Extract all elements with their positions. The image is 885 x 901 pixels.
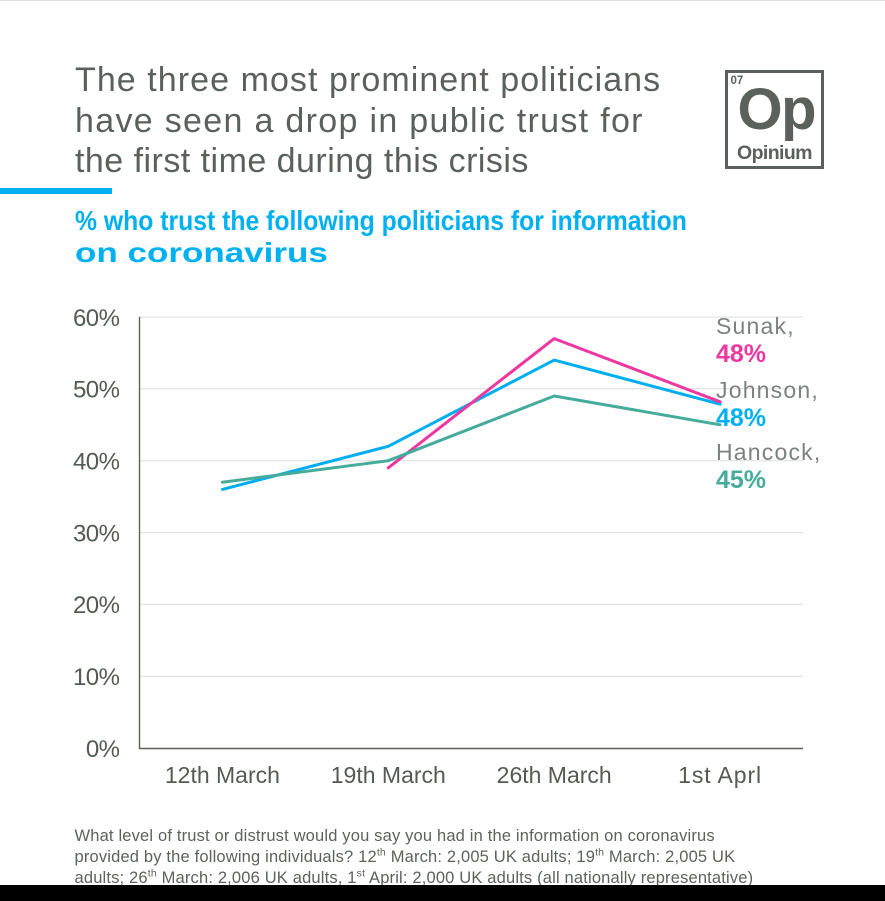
svg-text:19th March: 19th March [331,762,446,788]
svg-text:26th March: 26th March [497,762,612,788]
svg-text:40%: 40% [73,449,120,476]
svg-text:20%: 20% [73,592,120,619]
svg-text:30%: 30% [73,520,120,547]
svg-text:1st Aprl: 1st Aprl [678,762,762,788]
svg-text:50%: 50% [73,377,120,404]
svg-text:12th March: 12th March [165,762,280,788]
svg-text:10%: 10% [73,664,120,691]
svg-text:60%: 60% [73,305,120,332]
svg-text:0%: 0% [86,736,120,763]
